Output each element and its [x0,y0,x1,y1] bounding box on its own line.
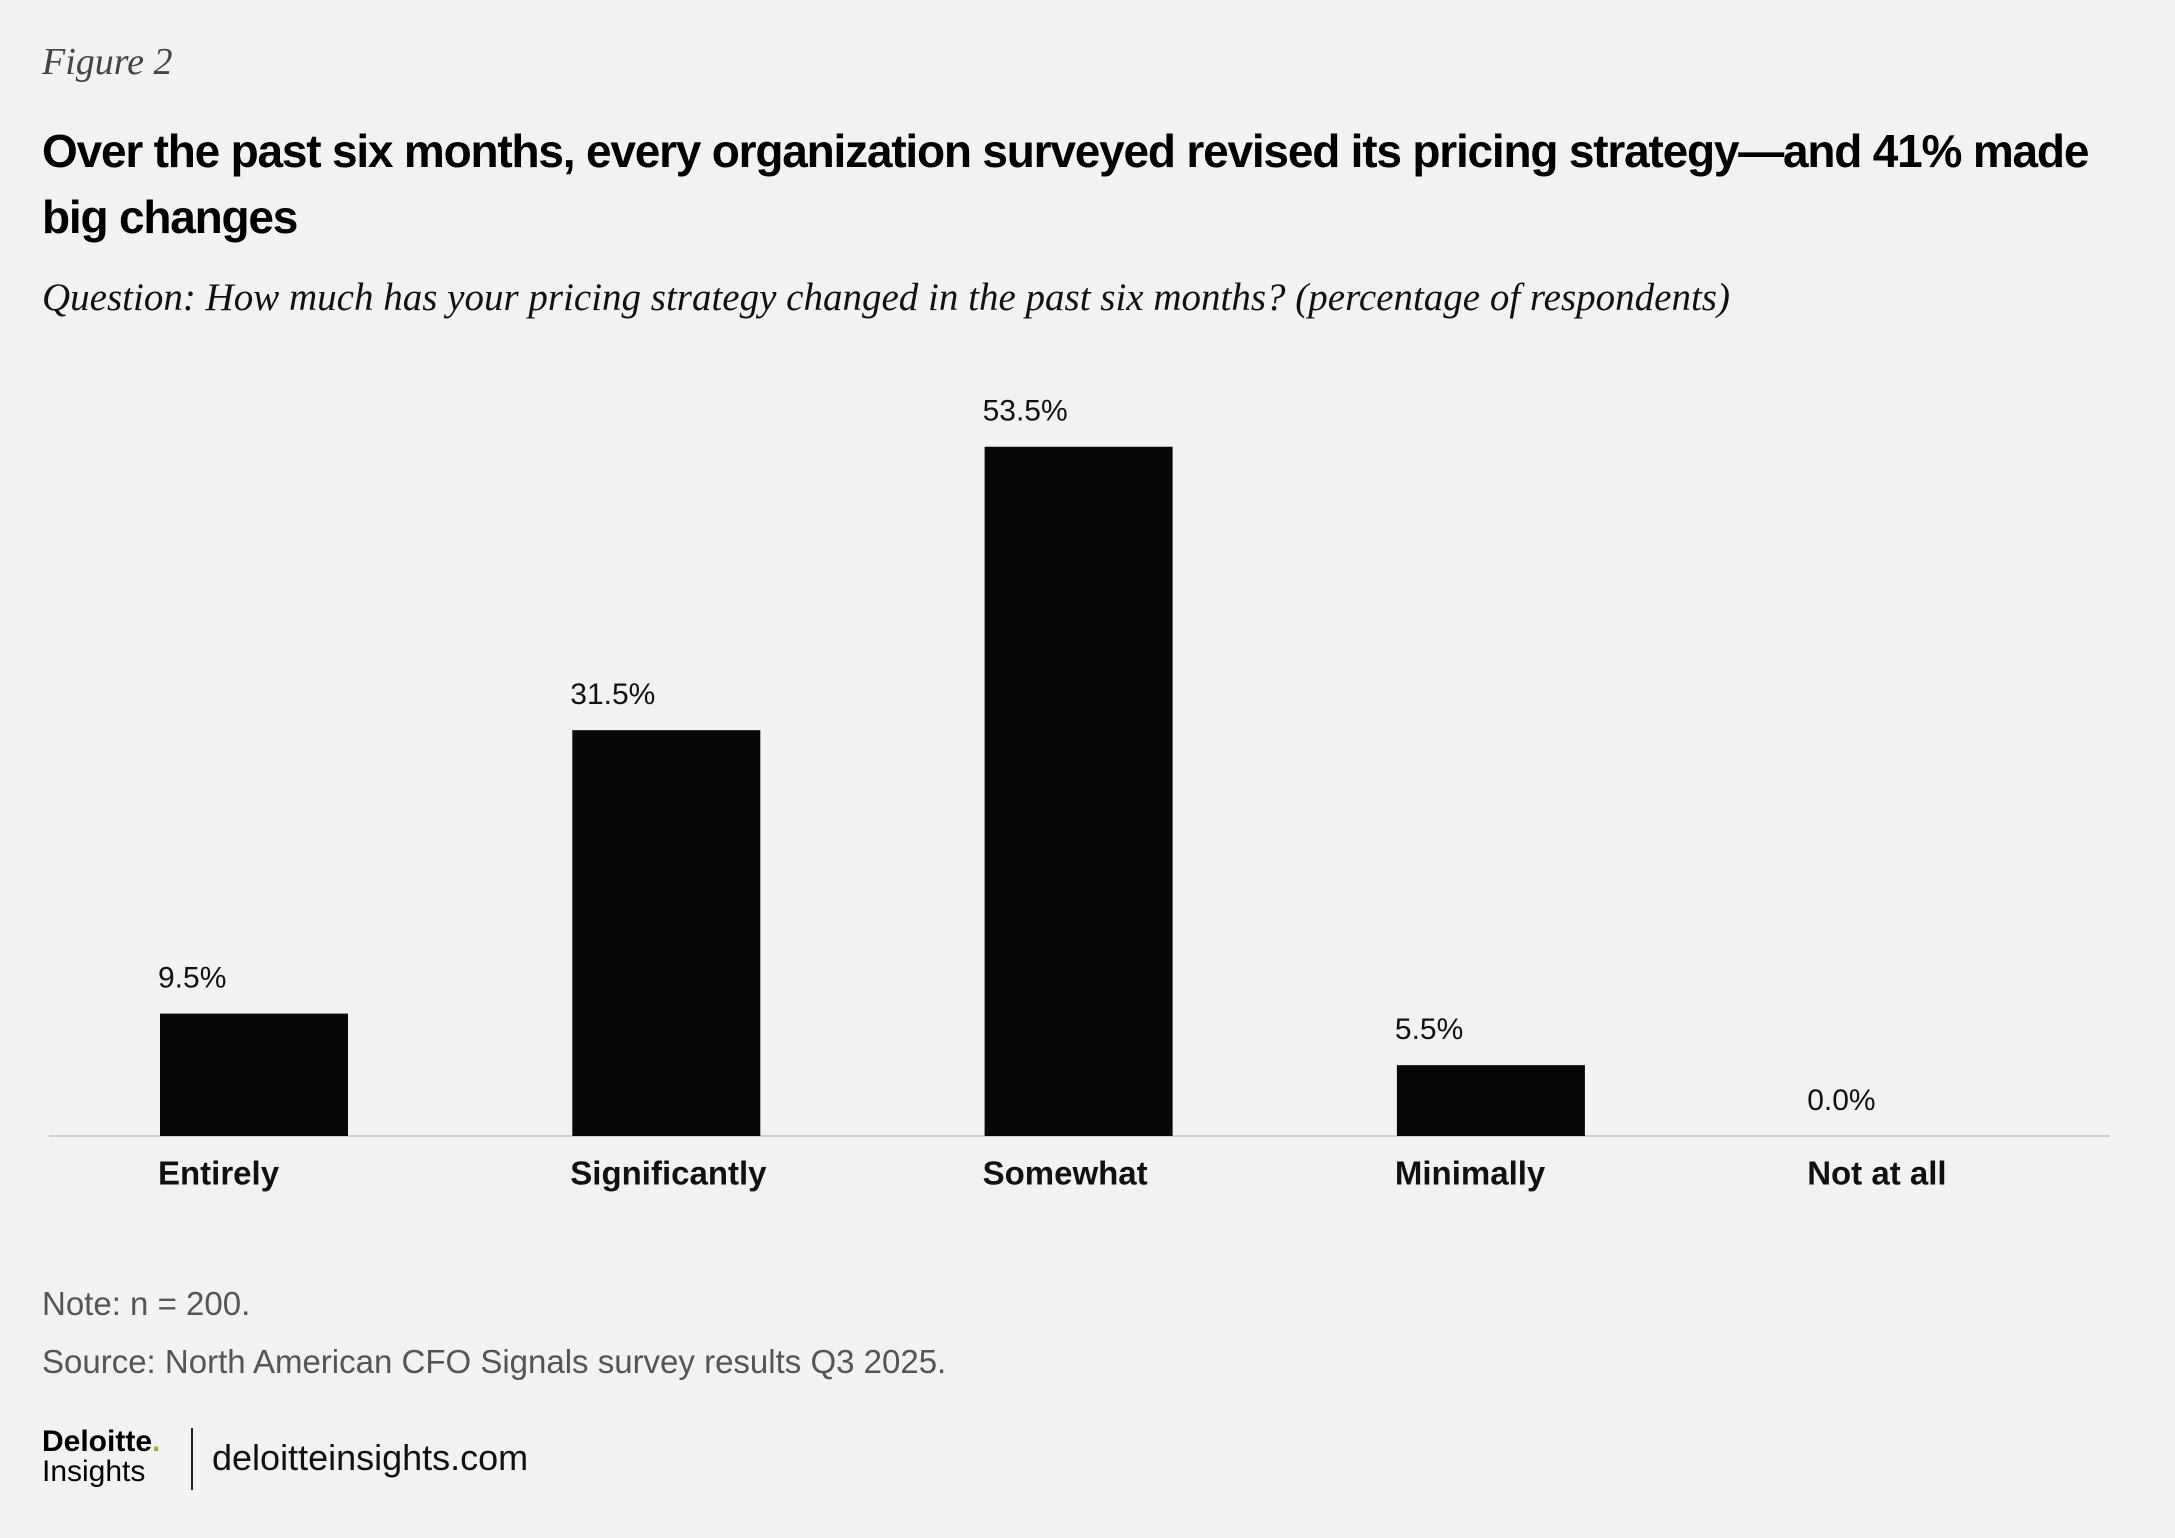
figure-label: Figure 2 [42,41,173,83]
bar [1396,1065,1585,1136]
bar [984,446,1173,1136]
brand-dot: . [152,1425,161,1458]
bar [572,730,761,1136]
chart-subtitle: Question: How much has your pricing stra… [42,276,1730,319]
brand-name: Deloitte [42,1425,153,1458]
value-label: 31.5% [570,678,655,711]
x-tick-label: Not at all [1807,1155,1946,1192]
source: Source: North American CFO Signals surve… [42,1343,947,1380]
divider [191,1428,193,1490]
chart-title: Over the past six months, every organiza… [42,125,2089,243]
note: Note: n = 200. [42,1285,251,1322]
bar [160,1013,348,1136]
value-label: 5.5% [1395,1013,1463,1046]
url: deloitteinsights.com [212,1437,529,1478]
brand-sub: Insights [42,1455,146,1488]
value-label: 53.5% [983,395,1068,428]
value-label: 9.5% [158,962,226,995]
x-tick-label: Entirely [158,1155,280,1192]
value-label: 0.0% [1807,1084,1875,1117]
x-tick-label: Somewhat [983,1155,1148,1192]
x-tick-label: Significantly [570,1155,767,1192]
brand: Deloitte. [42,1425,160,1459]
x-tick-label: Minimally [1395,1155,1546,1192]
